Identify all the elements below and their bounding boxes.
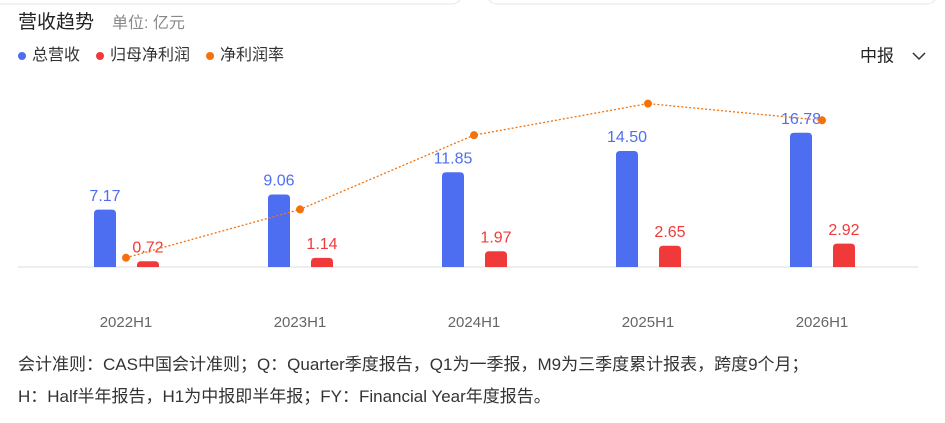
line-point: [470, 131, 478, 140]
line-point: [122, 253, 130, 262]
data-label: 0.72: [132, 239, 163, 256]
x-tick-label: 2024H1: [448, 314, 501, 331]
bar: [659, 245, 681, 267]
note: 会计准则：CAS中国会计准则；Q：Quarter季度报告，Q1为一季报，M9为三…: [18, 355, 809, 374]
legend-label: 净利润率: [220, 46, 284, 64]
data-label: 11.85: [434, 150, 473, 167]
legend-marker: [96, 52, 105, 60]
data-label: 14.50: [607, 129, 647, 146]
x-tick-label: 2026H1: [796, 314, 849, 331]
data-label: 9.06: [263, 173, 294, 190]
card-edge: [488, 0, 936, 5]
bar: [94, 209, 116, 267]
bar: [833, 243, 855, 267]
legend-marker: [18, 52, 26, 60]
line: [125, 102, 823, 259]
bar: [311, 257, 333, 267]
legend-label: 归母净利润: [110, 46, 190, 64]
data-label: 7.17: [89, 188, 120, 205]
legend-marker: [206, 52, 215, 60]
bar: [268, 194, 290, 267]
line-point: [818, 116, 826, 125]
bar: [442, 172, 464, 267]
line-point: [296, 205, 304, 214]
note: H：Half半年报告，H1为中报即半年报；FY：Financial Year年度…: [18, 387, 551, 406]
data-label: 2.65: [654, 224, 685, 241]
chart: 营收趋势 单位: 亿元 中报 总营收 归母净利润 净利润率 2022H1 2023H1 2…: [0, 0, 936, 331]
legend-label: 总营收: [32, 46, 80, 64]
card-edge: [0, 0, 461, 5]
bar: [790, 132, 812, 267]
line-point: [644, 99, 652, 108]
x-tick-label: 2025H1: [622, 314, 675, 331]
x-tick-label: 2023H1: [274, 314, 327, 331]
period-selector[interactable]: 中报: [860, 46, 894, 65]
unit: 单位: 亿元: [112, 14, 185, 32]
dropdown-arrow[interactable]: [912, 52, 926, 61]
x-tick-label: 2022H1: [100, 314, 153, 331]
data-label: 2.92: [828, 222, 859, 239]
title: 营收趋势: [18, 11, 94, 33]
bar: [137, 261, 159, 267]
bar: [485, 251, 507, 267]
data-label: 16.78: [781, 111, 821, 128]
bar: [616, 151, 638, 267]
data-label: 1.14: [306, 236, 337, 253]
data-label: 1.97: [480, 229, 511, 246]
